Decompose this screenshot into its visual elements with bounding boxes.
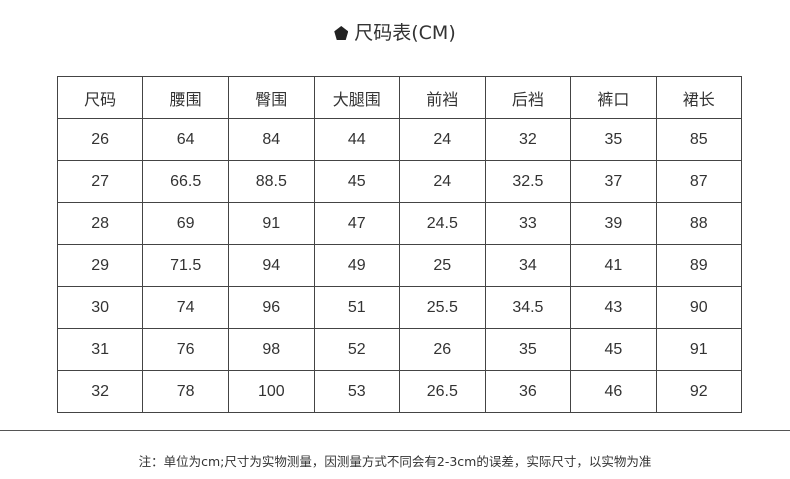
table-cell: 24: [398, 160, 486, 203]
table-cell: 66.5: [142, 160, 229, 203]
header-cell: 尺码: [56, 76, 144, 119]
table-cell: 32: [484, 118, 572, 161]
table-cell: 27: [56, 160, 144, 203]
table-cell: 96: [227, 286, 315, 329]
table-cell: 100: [227, 370, 315, 413]
table-cell: 78: [142, 370, 229, 413]
table-cell: 34: [484, 244, 572, 287]
table-cell: 69: [142, 202, 229, 245]
table-cell: 47: [313, 202, 400, 245]
table-cell: 29: [56, 244, 144, 287]
table-cell: 88: [655, 202, 743, 245]
table-cell: 25.5: [398, 286, 486, 329]
table-cell: 44: [313, 118, 400, 161]
pentagon-bullet-icon: [334, 26, 349, 40]
table-row: 32 78 100 53 26.5 36 46 92: [56, 370, 743, 413]
table-cell: 31: [56, 328, 144, 371]
table-cell: 28: [56, 202, 144, 245]
header-cell: 大腿围: [313, 76, 400, 119]
table-cell: 32: [56, 370, 144, 413]
header-cell: 后裆: [484, 76, 572, 119]
table-cell: 32.5: [484, 160, 572, 203]
table-cell: 33: [484, 202, 572, 245]
table-cell: 91: [655, 328, 743, 371]
table-cell: 52: [313, 328, 400, 371]
table-cell: 53: [313, 370, 400, 413]
table-cell: 74: [142, 286, 229, 329]
table-row: 26 64 84 44 24 32 35 85: [56, 118, 743, 161]
table-cell: 34.5: [484, 286, 572, 329]
table-cell: 26: [56, 118, 144, 161]
header-cell: 裤口: [570, 76, 657, 119]
page-title: 尺码表(CM): [0, 18, 790, 45]
table-cell: 24: [398, 118, 486, 161]
table-cell: 24.5: [398, 202, 486, 245]
title-text: 尺码表(CM): [354, 22, 456, 44]
table-cell: 91: [227, 202, 315, 245]
table-cell: 64: [142, 118, 229, 161]
table-cell: 51: [313, 286, 400, 329]
table-cell: 90: [655, 286, 743, 329]
table-cell: 35: [484, 328, 572, 371]
size-table: 尺码 腰围 臀围 大腿围 前裆 后裆 裤口 裙长 26 64 84 44 24 32 35 85 27 66.5 8…: [56, 76, 743, 413]
table-cell: 35: [570, 118, 657, 161]
table-cell: 37: [570, 160, 657, 203]
header-cell: 裙长: [655, 76, 743, 119]
header-cell: 前裆: [398, 76, 486, 119]
table-row: 27 66.5 88.5 45 24 32.5 37 87: [56, 160, 743, 203]
table-cell: 45: [570, 328, 657, 371]
table-cell: 71.5: [142, 244, 229, 287]
table-cell: 30: [56, 286, 144, 329]
table-header-row: 尺码 腰围 臀围 大腿围 前裆 后裆 裤口 裙长: [56, 76, 743, 119]
table-cell: 41: [570, 244, 657, 287]
table-cell: 84: [227, 118, 315, 161]
table-cell: 25: [398, 244, 486, 287]
table-row: 31 76 98 52 26 35 45 91: [56, 328, 743, 371]
table-cell: 26.5: [398, 370, 486, 413]
table-cell: 94: [227, 244, 315, 287]
table-cell: 76: [142, 328, 229, 371]
table-cell: 49: [313, 244, 400, 287]
table-cell: 88.5: [227, 160, 315, 203]
table-cell: 98: [227, 328, 315, 371]
header-cell: 臀围: [227, 76, 315, 119]
divider: [0, 430, 790, 431]
table-cell: 43: [570, 286, 657, 329]
table-cell: 87: [655, 160, 743, 203]
table-cell: 26: [398, 328, 486, 371]
table-row: 30 74 96 51 25.5 34.5 43 90: [56, 286, 743, 329]
table-cell: 85: [655, 118, 743, 161]
table-cell: 92: [655, 370, 743, 413]
table-cell: 46: [570, 370, 657, 413]
table-cell: 45: [313, 160, 400, 203]
table-cell: 36: [484, 370, 572, 413]
table-row: 29 71.5 94 49 25 34 41 89: [56, 244, 743, 287]
table-cell: 89: [655, 244, 743, 287]
header-cell: 腰围: [142, 76, 229, 119]
table-row: 28 69 91 47 24.5 33 39 88: [56, 202, 743, 245]
footnote: 注：单位为cm;尺寸为实物测量，因测量方式不同会有2-3cm的误差，实际尺寸，以…: [138, 454, 652, 469]
table-cell: 39: [570, 202, 657, 245]
